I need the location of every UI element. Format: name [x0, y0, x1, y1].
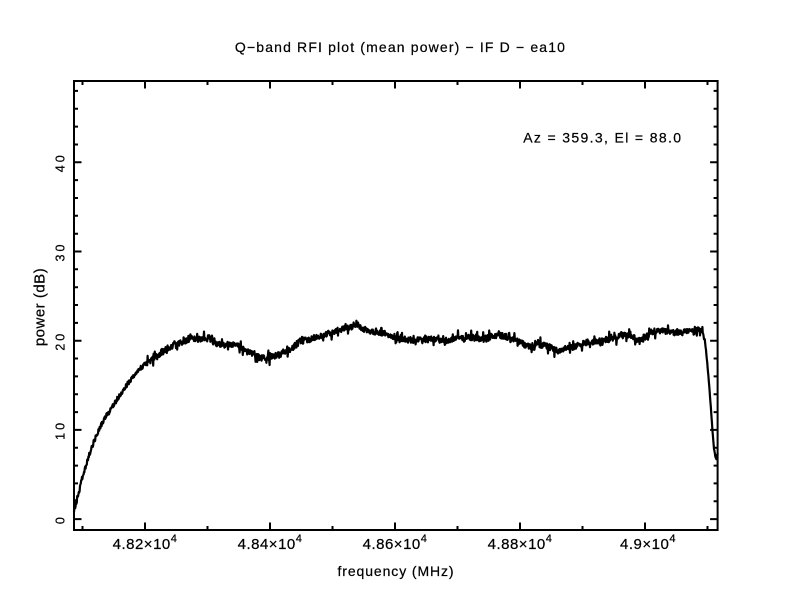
svg-text:4.82×104: 4.82×104 — [113, 533, 178, 553]
svg-text:4.86×104: 4.86×104 — [363, 533, 428, 553]
svg-text:Q−band RFI plot (mean power) −: Q−band RFI plot (mean power) − IF D − ea… — [235, 39, 566, 55]
svg-text:30: 30 — [54, 242, 68, 262]
svg-text:10: 10 — [54, 420, 68, 440]
svg-text:Az = 359.3, El = 88.0: Az = 359.3, El = 88.0 — [523, 130, 682, 146]
svg-text:power (dB): power (dB) — [32, 268, 49, 346]
svg-text:0: 0 — [54, 514, 68, 524]
svg-text:4.84×104: 4.84×104 — [238, 533, 303, 553]
svg-text:frequency (MHz): frequency (MHz) — [338, 563, 455, 579]
svg-text:20: 20 — [54, 331, 68, 351]
svg-text:40: 40 — [54, 152, 68, 172]
svg-text:4.88×104: 4.88×104 — [488, 533, 553, 553]
svg-text:4.9×104: 4.9×104 — [620, 533, 676, 553]
